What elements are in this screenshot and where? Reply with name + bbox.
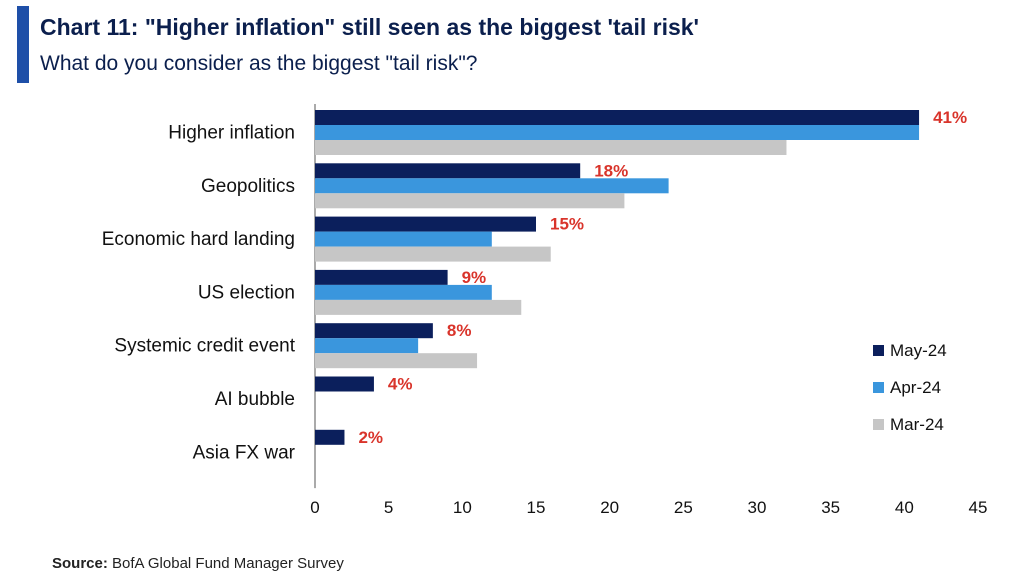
bar-apr-24-us-election — [315, 284, 492, 300]
bar-apr-24-higher-inflation — [315, 125, 920, 140]
x-tick-label-35: 35 — [821, 498, 840, 517]
bar-may-24-asia-fx-war — [315, 429, 345, 445]
x-tick-label-15: 15 — [527, 498, 546, 517]
bar-may-24-systemic-credit-event — [315, 323, 433, 339]
source-text: BofA Global Fund Manager Survey — [107, 555, 344, 572]
legend-swatch-apr-24 — [873, 382, 884, 393]
data-label-geopolitics: 18% — [594, 161, 628, 180]
chart-subtitle: What do you consider as the biggest "tai… — [40, 52, 478, 75]
x-tick-label-10: 10 — [453, 498, 472, 517]
bar-apr-24-economic-hard-landing — [315, 231, 492, 247]
source-label: Source: — [52, 555, 108, 572]
legend-label-mar-24: Mar-24 — [890, 415, 944, 434]
bar-may-24-us-election — [315, 269, 448, 285]
category-label-asia-fx-war: Asia FX war — [193, 442, 296, 463]
legend-swatch-mar-24 — [873, 419, 884, 430]
bar-mar-24-higher-inflation — [315, 140, 787, 155]
chart-title-text: : "Higher inflation" still seen as the b… — [130, 14, 700, 40]
category-label-higher-inflation: Higher inflation — [168, 123, 295, 144]
legend-label-may-24: May-24 — [890, 341, 947, 360]
category-label-systemic-credit-event: Systemic credit event — [114, 336, 295, 357]
bar-mar-24-geopolitics — [315, 193, 625, 209]
category-label-geopolitics: Geopolitics — [201, 176, 295, 197]
x-tick-label-45: 45 — [969, 498, 988, 517]
title-accent-bar — [17, 6, 29, 83]
bar-mar-24-economic-hard-landing — [315, 246, 551, 262]
x-tick-label-40: 40 — [895, 498, 914, 517]
data-label-economic-hard-landing: 15% — [550, 215, 584, 234]
bar-may-24-geopolitics — [315, 163, 581, 179]
data-label-systemic-credit-event: 8% — [447, 321, 472, 340]
chart-title: Chart 11: "Higher inflation" still seen … — [40, 14, 699, 41]
legend-swatch-may-24 — [873, 345, 884, 356]
bar-may-24-economic-hard-landing — [315, 216, 536, 232]
x-tick-label-30: 30 — [748, 498, 767, 517]
bar-may-24-higher-inflation — [315, 110, 920, 125]
x-tick-label-25: 25 — [674, 498, 693, 517]
bar-may-24-ai-bubble — [315, 376, 374, 392]
bar-mar-24-systemic-credit-event — [315, 353, 478, 369]
x-tick-label-0: 0 — [310, 498, 319, 517]
legend-label-apr-24: Apr-24 — [890, 378, 941, 397]
bar-apr-24-systemic-credit-event — [315, 338, 419, 354]
chart-title-prefix: Chart 11 — [40, 14, 131, 40]
x-tick-label-20: 20 — [600, 498, 619, 517]
x-tick-label-5: 5 — [384, 498, 393, 517]
bar-apr-24-geopolitics — [315, 178, 669, 194]
source-note: Source: BofA Global Fund Manager Survey — [52, 555, 344, 572]
data-label-ai-bubble: 4% — [388, 375, 413, 394]
category-label-us-election: US election — [198, 282, 295, 303]
data-label-asia-fx-war: 2% — [358, 428, 383, 447]
bar-mar-24-us-election — [315, 299, 522, 315]
category-label-economic-hard-landing: Economic hard landing — [102, 229, 295, 250]
category-label-ai-bubble: AI bubble — [215, 389, 295, 410]
data-label-us-election: 9% — [462, 268, 487, 287]
data-label-higher-inflation: 41% — [933, 108, 967, 127]
